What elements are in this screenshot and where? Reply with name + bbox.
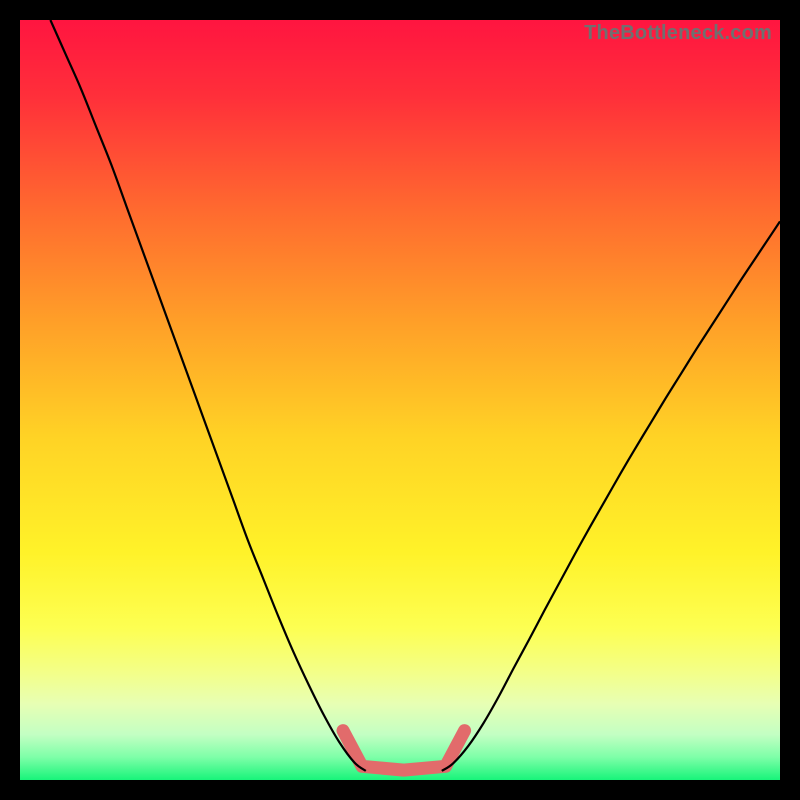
plot-area: TheBottleneck.com — [20, 20, 780, 780]
curve-layer — [20, 20, 780, 780]
right-curve — [442, 221, 780, 770]
bottom-highlight — [343, 731, 465, 771]
chart-stage: TheBottleneck.com — [0, 0, 800, 800]
watermark-text: TheBottleneck.com — [584, 22, 772, 45]
left-curve — [50, 20, 365, 771]
